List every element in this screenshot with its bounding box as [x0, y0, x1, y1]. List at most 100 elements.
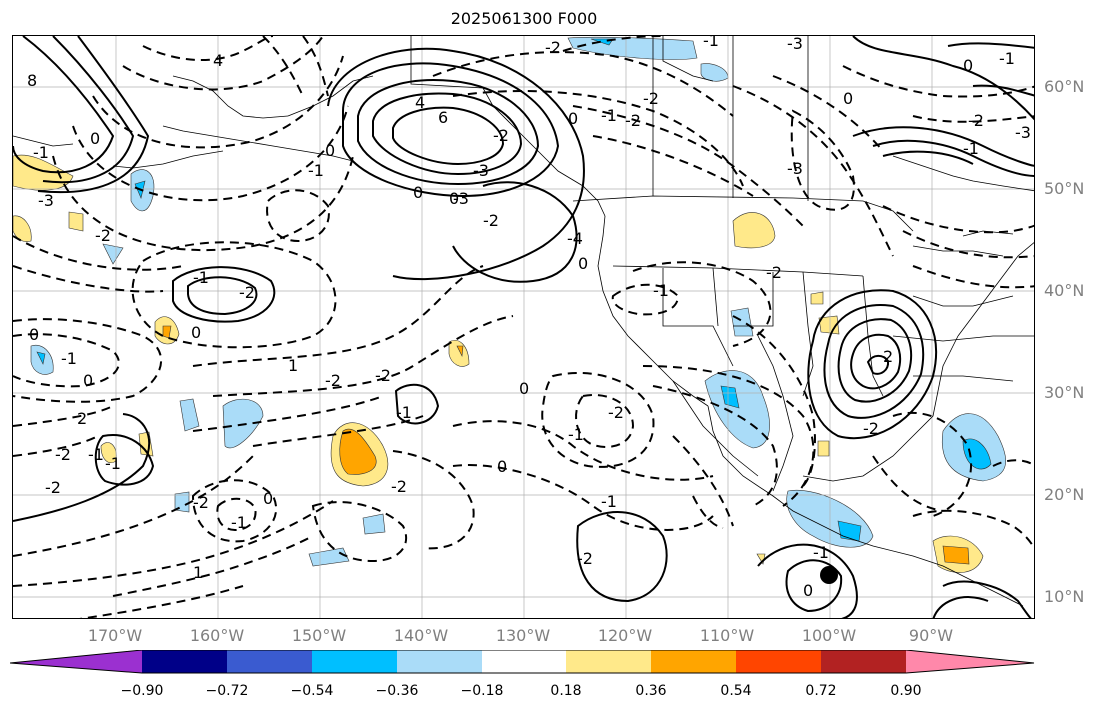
map-canvas: -2 -3 0 -1 -2 -3 4 6 0 -1 -2 0 -2 -3 -3 … — [13, 36, 1034, 618]
fill-orange-6 — [339, 428, 377, 475]
fill-yellow-10 — [810, 291, 824, 305]
colorbar-tick: 0.54 — [720, 683, 752, 699]
contour-labels: -2 -3 0 -1 -2 -3 4 6 0 -1 -2 0 -2 -3 -3 … — [27, 36, 1031, 600]
contour-label: -2 — [608, 403, 624, 422]
contour-label: -2 — [766, 263, 782, 282]
fill-yellow-9 — [732, 212, 776, 249]
fill-yellow-5 — [448, 340, 470, 367]
contour-label: -1 — [396, 403, 412, 422]
colorbar-tick: −0.54 — [290, 683, 334, 699]
lon-label: 150°W — [291, 626, 347, 645]
contours-negative — [13, 36, 1034, 618]
contour-label: -1 — [105, 454, 121, 473]
colorbar-tick: −0.72 — [205, 683, 249, 699]
contour-label: -2 — [483, 211, 499, 230]
contour-label: -1 — [703, 36, 719, 50]
contour-label: 4 — [213, 51, 223, 70]
lon-label: 110°W — [699, 626, 755, 645]
contour-label: -2 — [193, 493, 209, 512]
fill-blue-2 — [700, 63, 729, 82]
fill-blue-12 — [704, 370, 770, 449]
lon-label: 90°W — [908, 626, 954, 645]
map-panel: -2 -3 0 -1 -2 -3 4 6 0 -1 -2 0 -2 -3 -3 … — [12, 35, 1035, 619]
colorbar-segment — [566, 650, 651, 673]
contour-label: -1 — [88, 445, 104, 464]
colorbar-segment — [10, 650, 142, 673]
contour-label: 0 — [191, 323, 201, 342]
contour-label: -1 — [963, 139, 979, 158]
lon-label: 140°W — [393, 626, 449, 645]
lat-label: 40°N — [1044, 281, 1085, 300]
anomaly-fills — [13, 36, 1007, 573]
contour-label: -2 — [545, 38, 561, 57]
contour-label: -1 — [999, 49, 1015, 68]
fill-blue-4 — [102, 243, 124, 265]
fill-blue-8 — [174, 491, 190, 513]
contour-label: 0 — [963, 56, 973, 75]
colorbar-tick: 0.18 — [550, 683, 582, 699]
contour-label: -3 — [473, 161, 489, 180]
contour-label: 0 — [83, 371, 93, 390]
coastlines — [13, 36, 1034, 607]
colorbar-tick: −0.90 — [120, 683, 164, 699]
contour-label: -2 — [493, 126, 509, 145]
colorbar-segment — [906, 650, 1034, 673]
contour-label: -1 — [653, 281, 669, 300]
fill-blue-6 — [179, 398, 200, 432]
contour-label: -2 — [968, 111, 984, 130]
contour-label: -1 — [601, 492, 617, 511]
contour-label: -2 — [95, 226, 111, 245]
lon-label: 130°W — [495, 626, 551, 645]
contours-positive — [13, 36, 1034, 618]
contour-label: -2 — [239, 283, 255, 302]
contour-label: 2 — [883, 347, 893, 366]
contour-label: -2 — [863, 419, 879, 438]
contour-label: -1 — [568, 425, 584, 444]
fill-blue-13b — [962, 438, 992, 470]
contour-label: -1 — [231, 513, 247, 532]
contour-label: 0 — [843, 89, 853, 108]
fill-blue-9 — [362, 513, 386, 535]
fill-orange-5 — [456, 345, 464, 358]
contour-label: -3 — [787, 36, 803, 53]
contour-label: 0 — [325, 141, 335, 160]
contour-label: 4 — [415, 93, 425, 112]
lat-label: 20°N — [1044, 485, 1085, 504]
lon-label: 170°W — [87, 626, 143, 645]
lat-label: 30°N — [1044, 383, 1085, 402]
contour-label: 0 — [497, 457, 507, 476]
fill-orange-12 — [942, 545, 970, 565]
contour-label: -1 — [193, 268, 209, 287]
contour-label: 2 — [77, 409, 87, 428]
contour-label: 8 — [27, 71, 37, 90]
colorbar-segment — [312, 650, 397, 673]
contour-label: -2 — [55, 445, 71, 464]
colorbar — [10, 650, 1035, 674]
contour-label: -2 — [625, 111, 641, 130]
contour-label: -2 — [643, 89, 659, 108]
lat-label: 60°N — [1044, 77, 1085, 96]
fill-yellow-13 — [817, 440, 830, 457]
location-dot — [820, 566, 838, 584]
contour-label: -4 — [567, 229, 583, 248]
colorbar-tick: 0.90 — [890, 683, 922, 699]
contour-label: -1 — [33, 143, 49, 162]
contour-label: 1 — [193, 563, 203, 582]
contour-label: -2 — [45, 478, 61, 497]
fill-blue-11 — [730, 307, 754, 337]
contour-label: 0 — [413, 183, 423, 202]
lon-label: 120°W — [597, 626, 653, 645]
fill-yellow-2 — [13, 215, 32, 242]
fill-blue-1 — [567, 36, 698, 60]
contour-label: 0 — [449, 189, 459, 208]
contour-label: -3 — [38, 191, 54, 210]
colorbar-tick: 0.36 — [635, 683, 667, 699]
contour-label: -2 — [391, 477, 407, 496]
contour-label: 0 — [803, 581, 813, 600]
contour-label: 0 — [263, 489, 273, 508]
fill-blue-12b — [720, 385, 740, 409]
contour-label: 0 — [90, 129, 100, 148]
colorbar-segment — [227, 650, 312, 673]
fill-blue-10 — [308, 547, 350, 567]
colorbar-outline — [10, 650, 1035, 674]
